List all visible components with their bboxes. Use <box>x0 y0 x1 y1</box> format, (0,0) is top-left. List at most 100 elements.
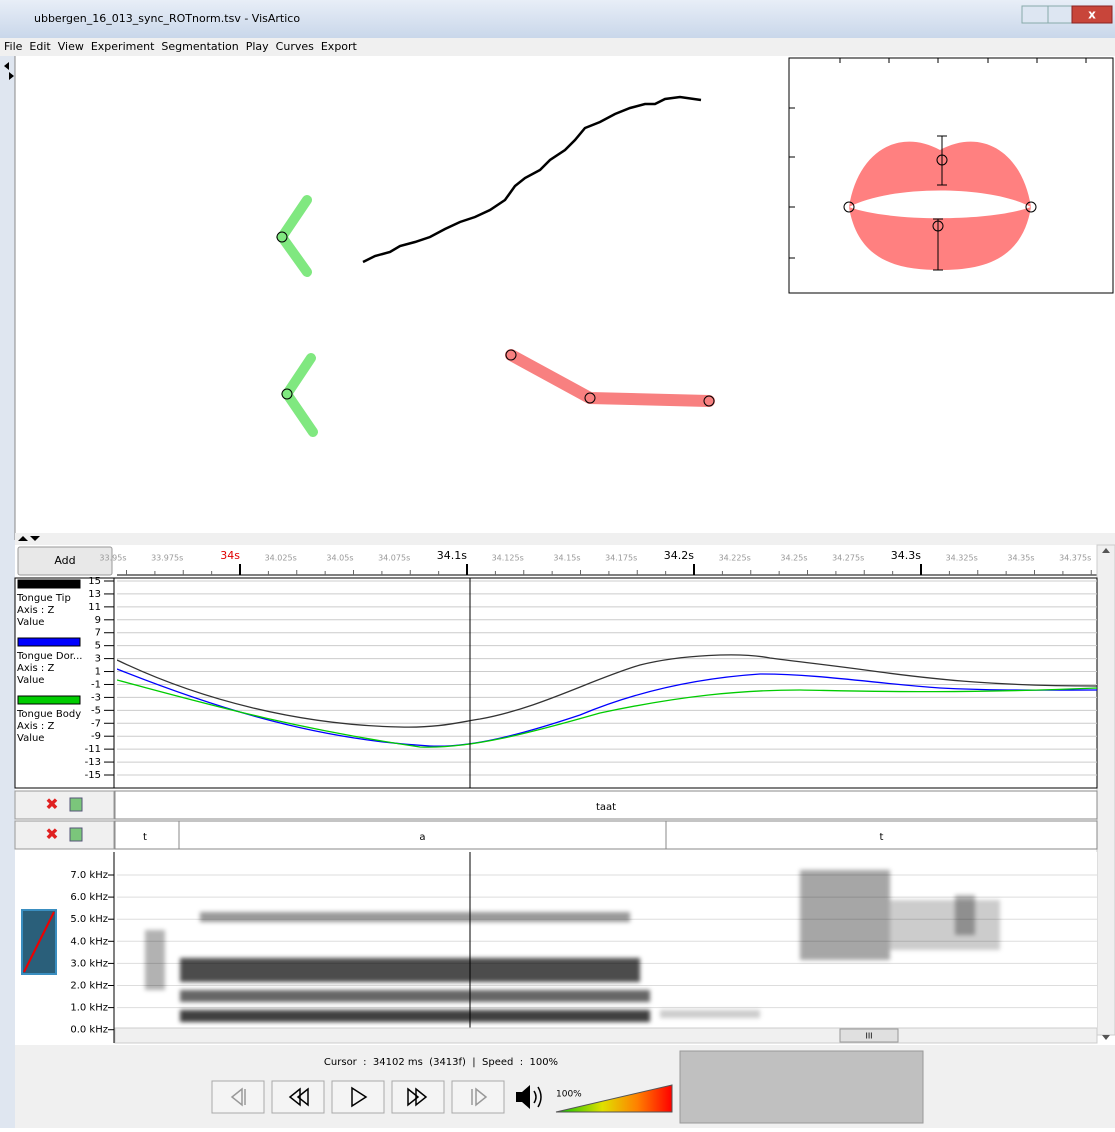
curve-tongue-tip <box>117 654 1097 728</box>
freq-label: 0.0 kHz <box>70 1025 108 1036</box>
left-strip <box>0 56 15 1128</box>
export-tier[interactable] <box>69 827 83 842</box>
y-tick-label: 11 <box>88 602 101 613</box>
segment[interactable] <box>114 790 1098 820</box>
time-label: 34.3s <box>891 549 921 562</box>
splitter[interactable] <box>15 533 1115 545</box>
y-tick-label: -11 <box>85 744 101 755</box>
freq-label: 1.0 kHz <box>70 1003 108 1014</box>
sensor-point <box>281 388 293 400</box>
freq-label: 2.0 kHz <box>70 981 108 992</box>
y-tick-label: 13 <box>88 589 101 600</box>
menu-item[interactable]: Experiment <box>91 40 155 53</box>
menu-item[interactable]: File <box>4 40 23 53</box>
legend-swatch <box>17 695 81 705</box>
prev-segment-button[interactable] <box>211 1080 265 1114</box>
lips-ticks <box>789 58 1087 259</box>
time-label: 34s <box>220 549 240 562</box>
segment[interactable] <box>665 820 1098 850</box>
sensor-point <box>703 395 715 407</box>
time-label: 34.1s <box>437 549 467 562</box>
time-label: 34.2s <box>664 549 694 562</box>
delete-tier[interactable]: ✖ <box>45 795 58 814</box>
add-button[interactable] <box>17 546 113 576</box>
minimize-button[interactable] <box>1021 5 1049 24</box>
scroll-thumb-grip: III <box>865 1032 872 1041</box>
volume-slider[interactable] <box>555 1084 673 1113</box>
sensor-point <box>505 349 517 361</box>
transport <box>211 1080 505 1114</box>
close-icon: x <box>1088 8 1096 22</box>
scroll-down[interactable] <box>1102 1035 1110 1040</box>
forward-button[interactable] <box>391 1080 445 1114</box>
timeline <box>117 545 1097 578</box>
splitter-down[interactable] <box>30 536 40 541</box>
time-label: 34.35s <box>1007 554 1034 563</box>
y-tick-label: -3 <box>91 692 101 703</box>
delete-tier[interactable]: ✖ <box>45 825 58 844</box>
y-tick-label: -15 <box>85 770 101 781</box>
volume-icon[interactable] <box>516 1085 530 1109</box>
legend-name: Tongue Tip <box>16 593 71 604</box>
time-label: 34.125s <box>492 554 524 563</box>
spectrogram-image <box>145 870 1000 1022</box>
preview-box <box>679 1050 924 1124</box>
y-tick-label: 9 <box>95 615 101 626</box>
freq-label: 7.0 kHz <box>70 870 108 881</box>
menu-item[interactable]: Segmentation <box>161 40 238 53</box>
segment-label: t <box>880 832 884 843</box>
menu-item[interactable]: Edit <box>29 40 51 53</box>
legend-axis: Axis : Z <box>17 605 54 616</box>
trajectory <box>362 95 702 264</box>
menu-item[interactable]: View <box>58 40 84 53</box>
y-tick-label: -13 <box>85 757 101 768</box>
expand-arrow[interactable] <box>9 72 14 80</box>
freq-label: 4.0 kHz <box>70 936 108 947</box>
legend-unit: Value <box>17 617 44 628</box>
y-tick-label: -5 <box>91 705 101 716</box>
spectrogram-icon-line <box>23 911 55 973</box>
close-button[interactable] <box>1071 5 1113 24</box>
time-label: 34.05s <box>326 554 353 563</box>
freq-label: 6.0 kHz <box>70 892 108 903</box>
sensor-point <box>276 231 288 243</box>
freq-label: 5.0 kHz <box>70 914 108 925</box>
window-title: ubbergen_16_013_sync_ROTnorm.tsv - VisAr… <box>34 12 300 25</box>
next-segment-button[interactable] <box>451 1080 505 1114</box>
sensor-green-2 <box>280 353 318 437</box>
legend-axis: Axis : Z <box>17 663 54 674</box>
y-tick-label: 3 <box>95 654 101 665</box>
scroll-up[interactable] <box>1102 548 1110 553</box>
export-tier[interactable] <box>69 797 83 812</box>
sensor-green-1 <box>275 195 312 277</box>
legend-axis: Axis : Z <box>17 721 54 732</box>
time-label: 34.325s <box>946 554 978 563</box>
menu-item[interactable]: Export <box>321 40 358 53</box>
horizontal-scrollbar[interactable] <box>114 1027 1098 1044</box>
y-tick-label: 1 <box>95 667 101 678</box>
freq-label: 3.0 kHz <box>70 958 108 969</box>
segment[interactable] <box>114 820 180 850</box>
segment[interactable] <box>178 820 667 850</box>
vertical-scrollbar[interactable] <box>1096 544 1115 1036</box>
splitter-up[interactable] <box>18 536 28 541</box>
time-label: 34.175s <box>605 554 637 563</box>
time-label: 34.25s <box>780 554 807 563</box>
scroll-thumb[interactable] <box>839 1028 899 1043</box>
time-label: 33.975s <box>151 554 183 563</box>
time-label: 34.15s <box>553 554 580 563</box>
y-tick-label: -1 <box>91 679 101 690</box>
legend-name: Tongue Dor... <box>16 651 82 662</box>
collapse-arrow[interactable] <box>4 62 9 70</box>
curve-tongue-dorsum <box>117 668 1097 747</box>
add-button-label: Add <box>54 554 75 567</box>
y-tick-label: 15 <box>88 576 101 587</box>
menu-item[interactable]: Play <box>246 40 269 53</box>
play-button[interactable] <box>331 1080 385 1114</box>
time-label: 34.375s <box>1059 554 1091 563</box>
maximize-button[interactable] <box>1047 5 1073 24</box>
time-label: 33.95s <box>99 554 126 563</box>
lower-lip <box>849 207 1031 270</box>
menu-item[interactable]: Curves <box>276 40 314 53</box>
